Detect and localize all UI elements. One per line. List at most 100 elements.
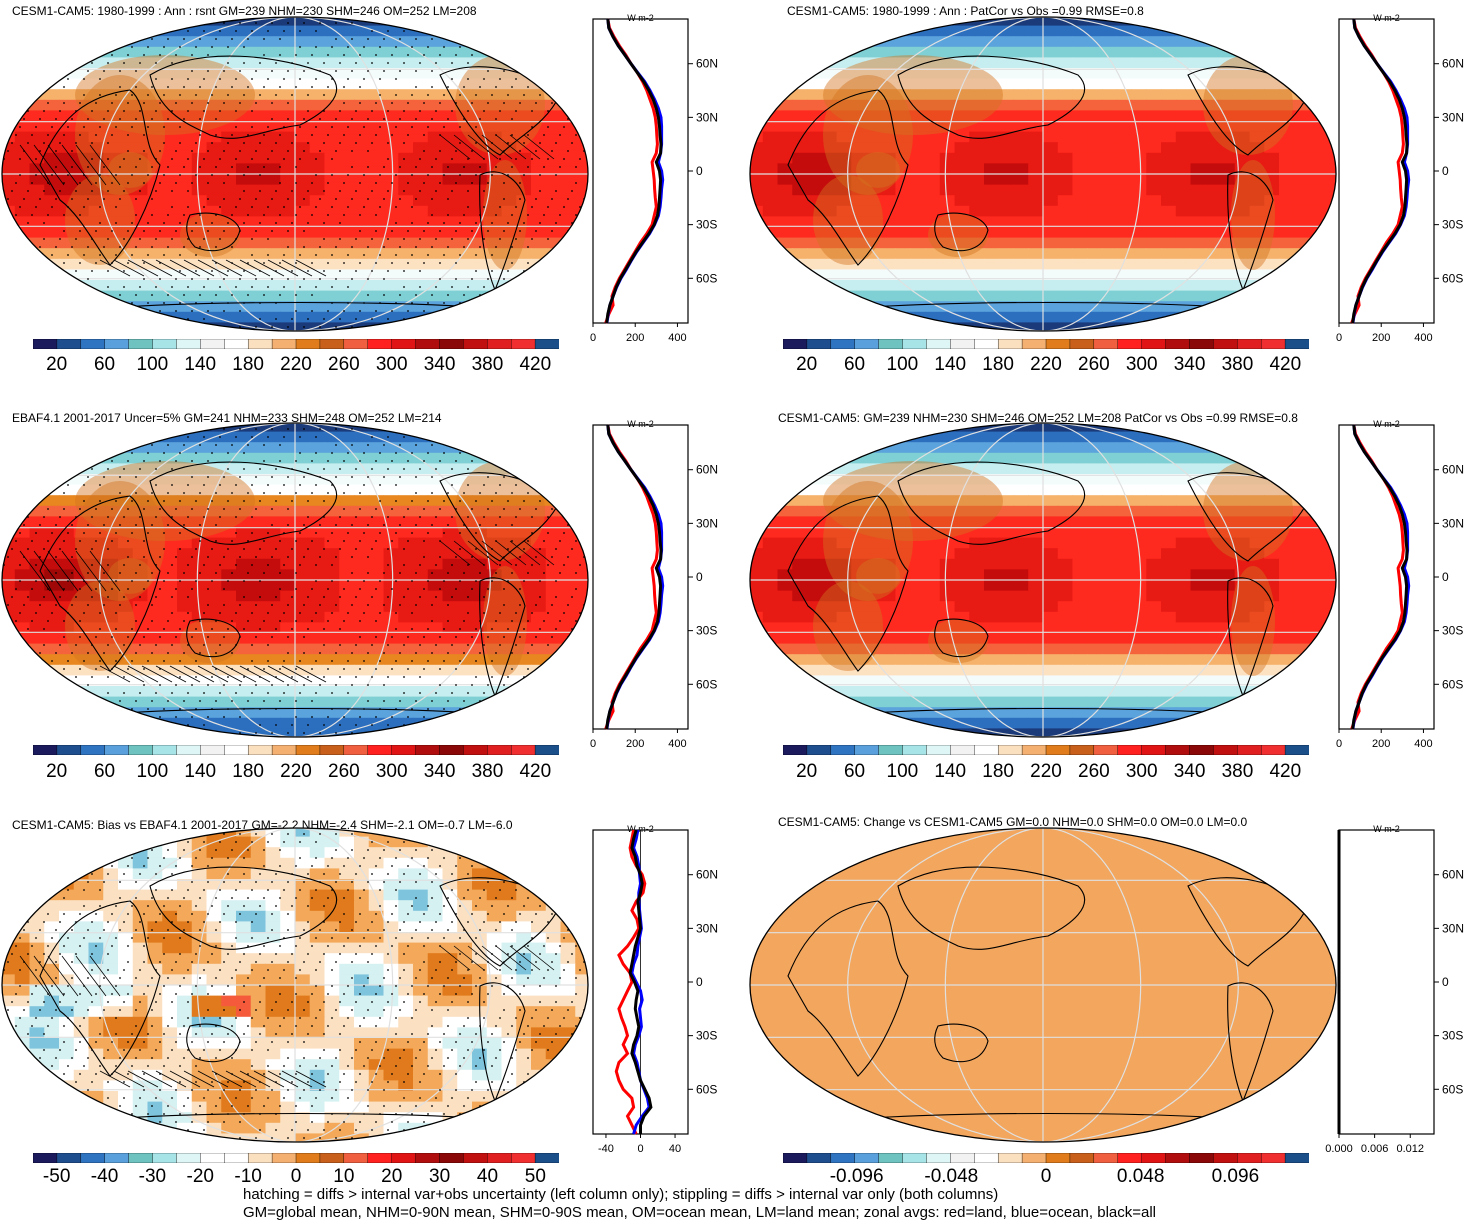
map-cell xyxy=(44,131,60,143)
map-cell xyxy=(1279,142,1295,154)
map-cell xyxy=(221,452,237,464)
map-cell xyxy=(29,237,45,249)
stipple-dot xyxy=(135,214,137,216)
stipple-dot xyxy=(7,246,9,248)
map-cell xyxy=(236,728,252,737)
map-cell xyxy=(177,131,193,143)
map-cell xyxy=(1190,131,1206,143)
map-cell xyxy=(162,36,178,48)
map-cell xyxy=(560,643,576,655)
map-cell xyxy=(427,601,444,613)
map-cell xyxy=(29,431,45,443)
map-cell xyxy=(1175,290,1192,302)
stipple-dot xyxy=(483,190,485,192)
map-cell xyxy=(750,17,764,27)
stipple-dot xyxy=(187,30,189,32)
map-cell xyxy=(265,46,281,58)
stipple-dot xyxy=(7,150,9,152)
map-cell xyxy=(118,431,134,443)
stipple-dot xyxy=(515,30,517,32)
stipple-dot xyxy=(203,110,205,112)
stipple-dot xyxy=(339,222,341,224)
map-cell xyxy=(398,301,414,313)
map-cell xyxy=(1205,280,1221,292)
map-cell xyxy=(457,548,473,560)
map-cell xyxy=(1072,227,1088,239)
map-cell xyxy=(59,57,75,69)
stipple-dot xyxy=(159,230,161,232)
map-cell xyxy=(575,463,588,475)
stipple-dot xyxy=(379,78,381,80)
map-cell xyxy=(1131,322,1147,331)
map-cell xyxy=(1279,68,1295,80)
map-cell xyxy=(88,423,104,433)
map-cell xyxy=(250,237,267,249)
map-cell xyxy=(1190,121,1206,133)
map-cell xyxy=(236,484,252,496)
stipple-dot xyxy=(143,428,145,430)
map-cell xyxy=(984,322,1000,331)
map-cell xyxy=(29,322,45,331)
stipple-dot xyxy=(487,428,489,430)
map-cell xyxy=(531,633,547,645)
stipple-dot xyxy=(59,142,61,144)
map-cell xyxy=(265,36,281,48)
map-cell xyxy=(575,99,588,111)
map-cell xyxy=(545,227,562,239)
map-cell xyxy=(2,537,16,549)
map-cell xyxy=(44,484,60,496)
stipple-dot xyxy=(555,142,557,144)
stipple-dot xyxy=(67,302,69,304)
map-cell xyxy=(221,601,237,613)
map-cell xyxy=(413,728,429,737)
map-cell xyxy=(162,205,178,217)
map-cell xyxy=(118,163,134,175)
map-cell xyxy=(14,580,31,592)
map-cell xyxy=(442,622,458,634)
map-cell xyxy=(147,423,163,433)
stipple-dot xyxy=(567,22,569,24)
stipple-dot xyxy=(335,198,337,200)
map-cell xyxy=(383,452,399,464)
map-cell xyxy=(132,452,149,464)
map-cell xyxy=(1116,142,1133,154)
stipple-dot xyxy=(547,126,549,128)
map-cell xyxy=(531,431,547,443)
stipple-dot xyxy=(451,286,453,288)
map-cell xyxy=(486,36,503,48)
map-cell xyxy=(575,89,588,101)
map-cell xyxy=(14,131,31,143)
stipple-dot xyxy=(259,62,261,64)
stipple-dot xyxy=(467,30,469,32)
map-cell xyxy=(265,452,281,464)
map-cell xyxy=(998,78,1015,90)
map-cell xyxy=(383,484,399,496)
map-cell xyxy=(103,495,119,507)
map-cell xyxy=(295,205,311,217)
map-cell xyxy=(221,290,237,302)
map-cell xyxy=(836,163,852,175)
map-cell xyxy=(984,269,1000,281)
stipple-dot xyxy=(91,30,93,32)
map-cell xyxy=(44,601,60,613)
map-cell xyxy=(1220,311,1236,323)
map-cell xyxy=(162,17,178,27)
map-cell xyxy=(236,99,252,111)
map-cell xyxy=(486,643,503,655)
stipple-dot xyxy=(183,246,185,248)
map-cell xyxy=(309,442,326,454)
map-cell xyxy=(998,237,1015,249)
stipple-dot xyxy=(31,134,33,136)
stipple-dot xyxy=(447,246,449,248)
map-cell xyxy=(177,569,193,581)
map-cell xyxy=(1190,311,1206,323)
map-cell xyxy=(880,78,897,90)
map-cell xyxy=(925,68,941,80)
map-cell xyxy=(324,537,340,549)
map-cell xyxy=(442,99,458,111)
map-cell xyxy=(309,537,326,549)
map-cell xyxy=(132,46,149,58)
stipple-dot xyxy=(503,102,505,104)
map-cell xyxy=(442,474,458,486)
map-cell xyxy=(954,184,970,196)
